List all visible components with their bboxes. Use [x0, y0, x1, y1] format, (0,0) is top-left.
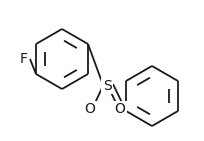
Text: S: S: [103, 79, 111, 93]
Text: O: O: [85, 102, 95, 116]
Text: F: F: [20, 52, 28, 66]
Text: O: O: [115, 102, 125, 116]
